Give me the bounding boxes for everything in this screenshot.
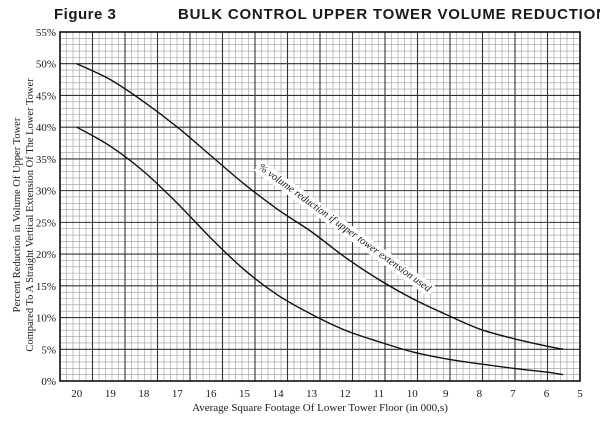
y-tick-label: 15% <box>36 281 56 293</box>
y-tick-label: 45% <box>36 90 56 102</box>
y-tick-label: 0% <box>41 376 56 388</box>
y-tick-label: 5% <box>41 344 56 356</box>
y-tick-label: 20% <box>36 249 56 261</box>
x-tick-label: 15 <box>239 388 251 400</box>
x-tick-label: 7 <box>510 388 516 400</box>
chart-title: BULK CONTROL UPPER TOWER VOLUME REDUCTIO… <box>178 6 600 23</box>
x-tick-label: 20 <box>71 388 83 400</box>
y-tick-label: 40% <box>36 122 56 134</box>
plot-frame <box>59 31 581 382</box>
series-line-1 <box>76 63 564 350</box>
y-tick-label: 10% <box>36 313 56 325</box>
x-tick-label: 8 <box>477 388 483 400</box>
y-tick-label: 50% <box>36 59 56 71</box>
x-tick-label: 18 <box>138 388 150 400</box>
figure-label: Figure 3 <box>54 6 117 23</box>
x-tick-label: 9 <box>443 388 449 400</box>
x-tick-label: 11 <box>373 388 384 400</box>
x-tick-label: 10 <box>407 388 419 400</box>
x-tick-label: 19 <box>105 388 117 400</box>
annotation-background <box>253 159 436 297</box>
x-tick-label: 14 <box>273 388 285 400</box>
x-tick-label: 5 <box>577 388 583 400</box>
x-tick-label: 12 <box>340 388 351 400</box>
series-line-2 <box>76 126 564 376</box>
x-tick-label: 6 <box>544 388 550 400</box>
y-tick-label: 30% <box>36 186 56 198</box>
x-tick-label: 17 <box>172 388 184 400</box>
x-tick-label: 16 <box>205 388 217 400</box>
y-tick-label: 35% <box>36 154 56 166</box>
y-tick-label: 25% <box>36 217 56 229</box>
x-axis-label: Average Square Footage Of Lower Tower Fl… <box>192 402 448 414</box>
y-tick-label: 55% <box>36 27 56 39</box>
x-tick-label: 13 <box>306 388 318 400</box>
